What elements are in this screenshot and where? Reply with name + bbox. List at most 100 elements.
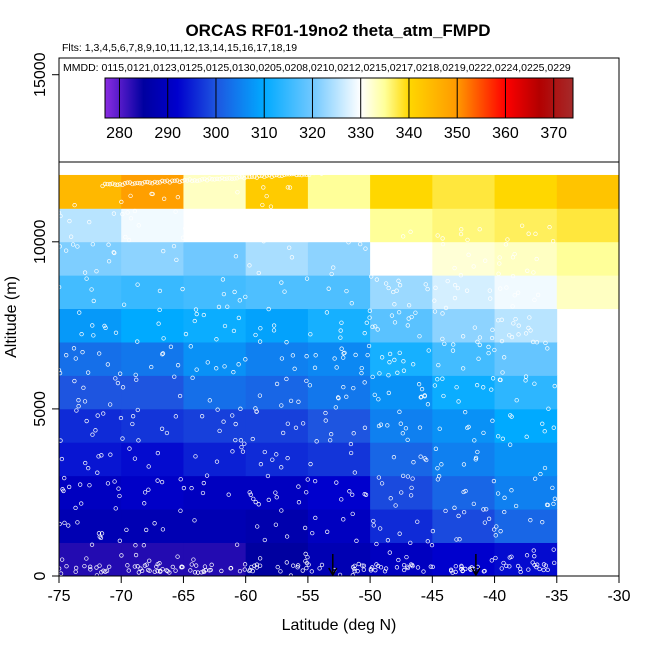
sample-point xyxy=(117,493,122,499)
sample-point xyxy=(207,176,212,181)
sample-point xyxy=(274,236,279,242)
sample-point xyxy=(359,371,364,376)
sample-point xyxy=(304,232,310,237)
x-tick-label: -65 xyxy=(172,588,195,605)
heatmap-cell xyxy=(370,308,433,343)
sample-point xyxy=(209,210,215,215)
sample-point xyxy=(532,297,537,302)
sample-point xyxy=(373,324,378,329)
sample-point xyxy=(159,426,165,431)
sample-point xyxy=(98,535,104,541)
heatmap-cell xyxy=(494,408,558,443)
sample-point xyxy=(456,399,461,404)
sample-point xyxy=(110,181,115,186)
sample-point xyxy=(519,223,525,228)
sample-point xyxy=(107,564,112,569)
sample-point xyxy=(347,489,352,494)
heatmap-cells xyxy=(59,174,620,577)
sample-point xyxy=(387,550,392,555)
sample-point xyxy=(235,190,240,195)
sample-point xyxy=(116,486,121,491)
heatmap-cell xyxy=(307,375,371,410)
sample-point xyxy=(174,257,179,262)
sample-point xyxy=(264,173,269,178)
sample-point xyxy=(535,562,540,567)
sample-point xyxy=(516,323,521,328)
sample-point xyxy=(304,172,309,178)
sample-point xyxy=(288,398,294,404)
colorbar-legend: MMDD: 0115,0121,0123,0125,0125,0130,0205… xyxy=(58,57,620,163)
sample-point xyxy=(219,568,224,574)
sample-point xyxy=(440,376,445,381)
sample-point xyxy=(374,541,379,547)
sample-point xyxy=(373,250,379,255)
sample-point xyxy=(408,493,414,498)
sample-point xyxy=(231,328,237,334)
sample-point xyxy=(409,485,414,491)
heatmap-cell xyxy=(432,375,495,410)
heatmap-cell xyxy=(245,408,309,443)
sample-point xyxy=(180,286,185,292)
heatmap-cell xyxy=(556,174,620,209)
sample-point xyxy=(145,179,150,185)
sample-point xyxy=(304,276,310,281)
sample-point xyxy=(279,465,284,470)
sample-point xyxy=(249,174,255,179)
sample-point xyxy=(391,455,397,460)
sample-point xyxy=(144,527,149,533)
sample-point xyxy=(157,561,162,566)
sample-point xyxy=(214,366,219,371)
sample-point xyxy=(454,385,459,390)
sample-point xyxy=(128,193,133,198)
sample-point xyxy=(140,181,145,186)
sample-point xyxy=(497,377,503,382)
colorbar-tick-label: 340 xyxy=(396,125,423,142)
sample-point xyxy=(395,271,401,276)
sample-point xyxy=(271,328,277,333)
sample-point xyxy=(141,543,147,548)
sample-point xyxy=(152,521,157,526)
sample-point xyxy=(397,409,402,414)
sample-point xyxy=(132,181,138,186)
sample-point xyxy=(91,333,96,338)
sample-point xyxy=(189,485,194,491)
chart-title: ORCAS RF01-19no2 theta_atm_FMPD xyxy=(185,21,490,40)
sample-point xyxy=(233,421,238,427)
sample-point xyxy=(136,438,141,443)
sample-point xyxy=(535,292,541,298)
sample-point xyxy=(274,452,279,457)
heatmap-cell xyxy=(370,174,433,209)
sample-point xyxy=(452,283,458,288)
sample-point xyxy=(87,483,92,488)
sample-point xyxy=(410,476,415,481)
sample-point xyxy=(399,490,404,495)
sample-point xyxy=(170,178,175,183)
sample-point xyxy=(430,528,436,534)
sample-point xyxy=(130,421,135,427)
sample-point xyxy=(222,176,227,182)
sample-point xyxy=(226,492,231,497)
sample-point xyxy=(127,446,132,451)
sample-point xyxy=(78,482,83,487)
sample-point xyxy=(323,418,328,423)
sample-point xyxy=(130,181,135,187)
sample-point xyxy=(160,527,166,532)
sample-point xyxy=(501,560,506,566)
sample-point xyxy=(505,237,510,242)
sample-point xyxy=(266,306,271,312)
sample-point xyxy=(99,531,105,536)
sample-point xyxy=(88,567,93,572)
sample-point xyxy=(279,508,284,513)
sample-point xyxy=(367,308,373,313)
sample-point xyxy=(471,264,476,269)
sample-point xyxy=(317,566,322,571)
sample-point xyxy=(355,569,360,574)
sample-point xyxy=(338,328,343,333)
sample-point xyxy=(507,564,512,569)
sample-point xyxy=(405,270,411,275)
y-tick-label: 10000 xyxy=(32,219,49,264)
sample-point xyxy=(410,562,415,568)
sample-point xyxy=(204,473,210,478)
sample-point xyxy=(72,203,77,208)
sample-point xyxy=(208,567,213,573)
